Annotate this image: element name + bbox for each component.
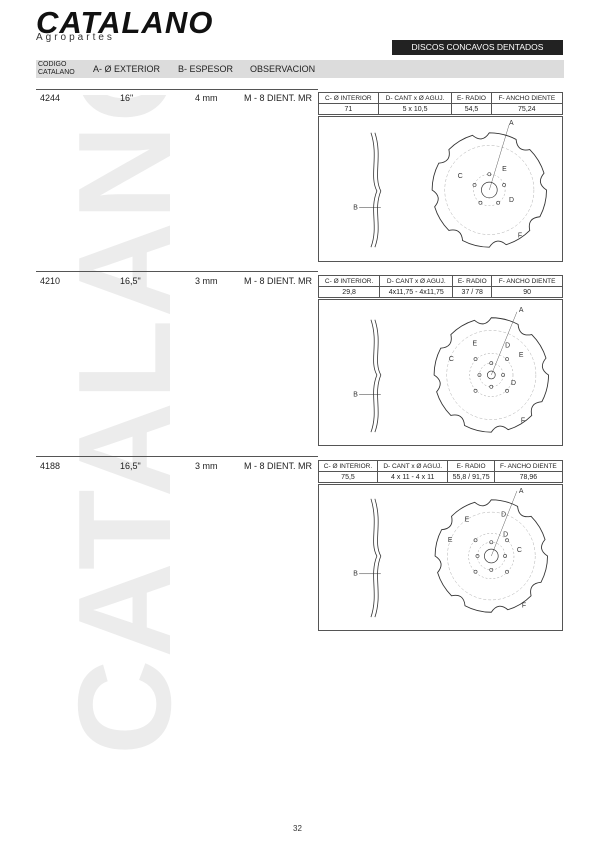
label-b: B: [353, 392, 358, 399]
disc-front-view: [431, 132, 547, 248]
row-divider: [36, 89, 318, 90]
disc-drawing: B A E E D D C F: [318, 484, 563, 631]
column-header-observation: OBSERVACION: [250, 64, 316, 74]
page-number: 32: [293, 824, 302, 833]
label-e: E: [502, 166, 507, 173]
spec-value: 4x11,75 - 4x11,75: [379, 286, 454, 298]
product-observation: M - 8 DIENT. MR: [244, 461, 313, 471]
label-a: A: [519, 307, 524, 314]
disc-reference-circle: [444, 145, 535, 235]
spec-value: 29,8: [317, 286, 381, 298]
product-thickness: 3 mm: [195, 461, 218, 471]
label-e-outer: E: [448, 537, 453, 544]
spec-header: C- Ø INTERIOR: [318, 92, 379, 104]
label-d-outer: D: [511, 380, 516, 387]
row-divider: [36, 271, 318, 272]
disc-profile: [370, 319, 382, 433]
label-d: D: [501, 512, 506, 519]
watermark-text: CATALANO: [62, 95, 182, 755]
catalano-logo: CATALANO: [36, 6, 213, 40]
product-code: 4210: [40, 276, 61, 286]
product-code: 4244: [40, 93, 61, 103]
spec-value: 78,96: [493, 471, 564, 483]
label-c: C: [458, 173, 463, 180]
row-divider: [36, 456, 318, 457]
column-header-code: CODIGO CATALANO: [38, 61, 75, 76]
spec-table: C- Ø INTERIOR. D- CANT x Ø AGUJ. E- RADI…: [318, 460, 564, 483]
label-d: D: [509, 197, 514, 204]
spec-header: D- CANT x Ø AGUJ.: [379, 275, 454, 287]
disc-drawing: B A C E D F: [318, 116, 563, 262]
spec-value: 75,24: [490, 103, 564, 115]
label-b: B: [353, 571, 358, 578]
product-observation: M - 8 DIENT. MR: [244, 276, 313, 286]
disc-front-view: [433, 317, 549, 433]
spec-value: 71: [318, 103, 379, 115]
label-f: F: [522, 602, 526, 609]
spec-value: 5 x 10,5: [377, 103, 453, 115]
disc-diagram: B A E E D D C F: [353, 488, 548, 618]
spec-header: F- ANCHO DIENTE: [491, 275, 563, 287]
disc-outline: [433, 317, 549, 433]
brand-tagline: Agropartes: [36, 32, 115, 43]
label-e-outer: E: [519, 352, 524, 359]
spec-header: C- Ø INTERIOR.: [318, 460, 378, 472]
section-title: DISCOS CONCAVOS DENTADOS: [392, 40, 563, 55]
disc-outline: [431, 132, 547, 248]
spec-header: F- ANCHO DIENTE: [493, 460, 564, 472]
product-diameter: 16,5": [120, 276, 141, 286]
product-observation: M - 8 DIENT. MR: [244, 93, 313, 103]
spec-value: 37 / 78: [452, 286, 493, 298]
spec-header: C- Ø INTERIOR.: [317, 275, 381, 287]
label-b: B: [353, 205, 358, 212]
label-f: F: [521, 417, 525, 424]
bolt-holes: [473, 538, 509, 574]
bolt-holes: [473, 357, 509, 393]
spec-value: 54,5: [451, 103, 492, 115]
label-e: E: [473, 340, 478, 347]
product-thickness: 4 mm: [195, 93, 218, 103]
label-c: C: [449, 356, 454, 363]
brand-name: CATALANO: [36, 5, 214, 40]
column-header-diameter: A- Ø EXTERIOR: [93, 64, 161, 74]
spec-value: 4 x 11 - 4 x 11: [376, 471, 449, 483]
bolt-holes: [472, 172, 506, 205]
spec-value: 90: [491, 286, 563, 298]
spec-header: D- CANT x Ø AGUJ.: [376, 460, 449, 472]
label-d-inner: D: [503, 531, 508, 538]
disc-drawing: B A C E E D D F: [318, 299, 563, 446]
product-thickness: 3 mm: [195, 276, 218, 286]
spec-table: C- Ø INTERIOR. D- CANT x Ø AGUJ. E- RADI…: [317, 275, 563, 298]
label-a: A: [509, 120, 514, 127]
product-diameter: 16,5": [120, 461, 141, 471]
disc-profile: [370, 498, 382, 618]
column-header-thickness: B- ESPESOR: [178, 64, 234, 74]
label-d: D: [505, 342, 510, 349]
spec-header: E- RADIO: [447, 460, 495, 472]
label-f: F: [518, 232, 522, 239]
disc-diagram: B A C E D F: [353, 120, 547, 248]
spec-header: F- ANCHO DIENTE: [490, 92, 564, 104]
spec-table: C- Ø INTERIOR D- CANT x Ø AGUJ. E- RADIO…: [318, 92, 564, 115]
disc-outline: [434, 499, 548, 613]
disc-profile: [370, 132, 382, 248]
spec-header: E- RADIO: [452, 275, 493, 287]
spec-header: D- CANT x Ø AGUJ.: [377, 92, 453, 104]
label-a: A: [519, 488, 524, 495]
spec-header: E- RADIO: [451, 92, 492, 104]
disc-reference-circle: [446, 330, 537, 420]
product-code: 4188: [40, 461, 61, 471]
label-e: E: [465, 516, 470, 523]
catalano-watermark: CATALANO: [62, 95, 182, 755]
disc-diagram: B A C E E D D F: [353, 307, 549, 433]
product-diameter: 16": [120, 93, 134, 103]
column-header-band: [36, 60, 564, 78]
spec-value: 75,5: [318, 471, 378, 483]
spec-value: 55,8 / 91,75: [447, 471, 495, 483]
label-c: C: [517, 547, 522, 554]
